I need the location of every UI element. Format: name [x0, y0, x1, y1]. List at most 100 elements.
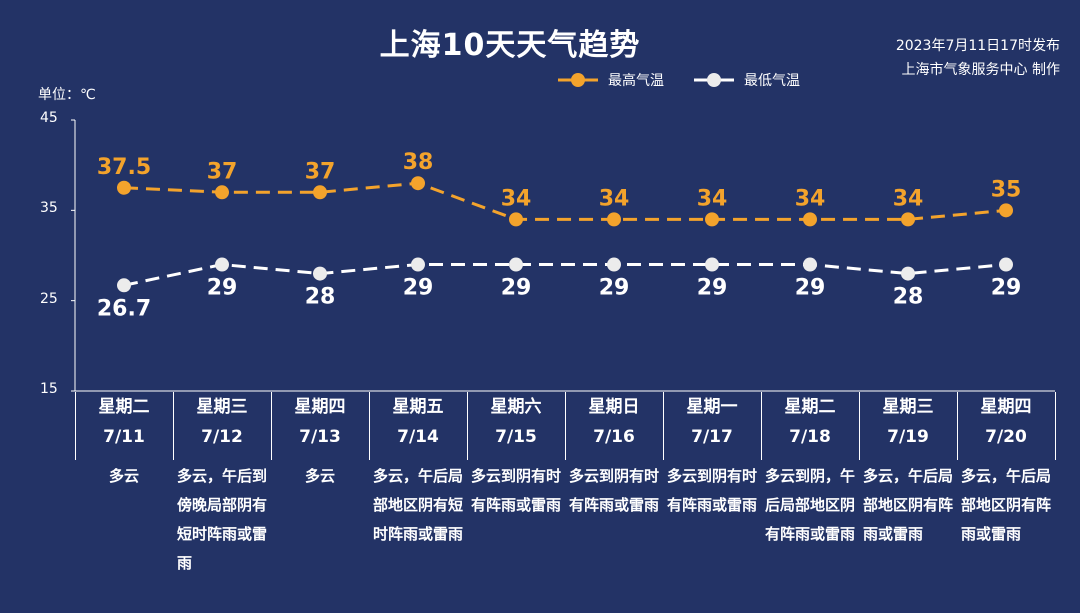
- weekday-label: 星期三: [196, 397, 248, 417]
- day-header: 星期三 7/12: [173, 392, 271, 452]
- series-layer: 37.5 37 37 38 34 34 34 34 34 35 26.7 29 28 29 29 29 29 29…: [97, 150, 1021, 321]
- date-label: 7/15: [495, 427, 537, 447]
- weekday-label: 星期日: [588, 397, 640, 417]
- column-divider: [369, 392, 370, 460]
- y-tick-label: 25: [40, 290, 58, 307]
- y-tick-label: 45: [40, 110, 58, 126]
- high-temp-point: [607, 212, 621, 227]
- high-temp-label: 38: [403, 150, 434, 175]
- low-temp-label: 29: [207, 276, 238, 301]
- weather-description: 多云到阴，午后局部地区阴有阵雨或雷雨: [765, 467, 856, 543]
- legend-low-swatch: [694, 73, 734, 87]
- high-temp-point: [411, 176, 425, 191]
- weather-description: 多云: [304, 467, 335, 485]
- publish-info: 2023年7月11日17时发布 上海市气象服务中心 制作: [896, 34, 1060, 82]
- high-temp-point: [999, 203, 1013, 218]
- date-label: 7/17: [691, 427, 733, 447]
- column-divider: [859, 392, 860, 460]
- low-temp-label: 29: [501, 276, 532, 301]
- column-divider: [761, 392, 762, 460]
- low-temp-label: 28: [893, 285, 924, 310]
- high-temp-label: 37: [207, 159, 238, 184]
- low-temp-point: [117, 278, 131, 293]
- column-divider: [663, 392, 664, 460]
- weekday-label: 星期一: [686, 397, 738, 417]
- weather-description: 多云，午后局部地区阴有短时阵雨或雷雨: [373, 467, 464, 543]
- weekday-label: 星期四: [980, 397, 1032, 417]
- y-tick-label: 35: [40, 200, 58, 217]
- low-temp-point: [803, 257, 817, 272]
- date-label: 7/19: [887, 427, 929, 447]
- date-label: 7/13: [299, 427, 341, 447]
- day-header: 星期日 7/16: [565, 392, 663, 452]
- high-temp-line: [123, 181, 1007, 221]
- low-temp-point: [215, 257, 229, 272]
- day-header: 星期二 7/18: [761, 392, 859, 452]
- day-header: 星期四 7/20: [957, 392, 1055, 452]
- low-temp-label: 26.7: [97, 296, 151, 321]
- y-tick-marks: [71, 119, 75, 392]
- low-temp-point: [509, 257, 523, 272]
- high-temp-point: [901, 212, 915, 227]
- publisher: 上海市气象服务中心 制作: [901, 62, 1060, 78]
- low-temp-label: 29: [599, 276, 630, 301]
- low-temp-label: 29: [403, 276, 434, 301]
- day-header: 星期六 7/15: [467, 392, 565, 452]
- y-tick-label: 15: [40, 381, 58, 397]
- day-header: 星期四 7/13: [271, 392, 369, 452]
- weather-description: 多云到阴有时有阵雨或雷雨: [667, 467, 758, 514]
- legend-item-low: 最低气温: [694, 70, 800, 90]
- high-temp-label: 34: [501, 186, 532, 211]
- high-temp-label: 37: [305, 159, 336, 184]
- weather-description: 多云: [108, 467, 139, 485]
- low-temp-label: 28: [305, 285, 336, 310]
- low-temp-point: [705, 257, 719, 272]
- low-temp-point: [607, 257, 621, 272]
- weather-description: 多云到阴有时有阵雨或雷雨: [471, 467, 562, 514]
- legend: 最高气温 最低气温: [558, 70, 830, 90]
- weekday-label: 星期六: [490, 397, 542, 417]
- high-temp-point: [705, 212, 719, 227]
- weekday-label: 星期三: [882, 397, 934, 417]
- high-temp-point: [803, 212, 817, 227]
- publish-time: 2023年7月11日17时发布: [895, 38, 1060, 54]
- date-label: 7/14: [397, 427, 439, 447]
- column-divider: [957, 392, 958, 460]
- column-divider: [565, 392, 566, 460]
- weather-description: 多云到阴有时有阵雨或雷雨: [569, 467, 660, 514]
- high-temp-label: 34: [795, 186, 826, 211]
- date-label: 7/16: [593, 427, 635, 447]
- legend-high-label: 最高气温: [608, 73, 664, 89]
- legend-item-high: 最高气温: [558, 70, 664, 90]
- high-temp-point: [509, 212, 523, 227]
- day-header: 星期五 7/14: [369, 392, 467, 452]
- column-divider: [75, 392, 76, 460]
- column-divider: [271, 392, 272, 460]
- day-header: 星期二 7/11: [75, 392, 173, 452]
- column-divider: [1055, 392, 1056, 460]
- weekday-label: 星期二: [784, 397, 836, 417]
- high-temp-label: 35: [991, 177, 1022, 202]
- weather-description: 多云，午后局部地区阴有阵雨或雷雨: [863, 467, 954, 543]
- chart-title: 上海10天天气趋势: [379, 28, 641, 63]
- low-temp-line: [123, 263, 1007, 287]
- high-temp-label: 34: [697, 186, 728, 211]
- column-divider: [467, 392, 468, 460]
- high-temp-point: [215, 185, 229, 200]
- date-label: 7/12: [201, 427, 243, 447]
- date-label: 7/11: [103, 427, 145, 447]
- high-temp-label: 34: [599, 186, 630, 211]
- day-header: 星期一 7/17: [663, 392, 761, 452]
- weather-description: 多云，午后到傍晚局部阴有短时阵雨或雷雨: [177, 467, 268, 572]
- low-temp-label: 29: [991, 276, 1022, 301]
- legend-low-label: 最低气温: [744, 73, 800, 89]
- low-temp-point: [313, 266, 327, 281]
- column-divider: [173, 392, 174, 460]
- high-temp-label: 37.5: [97, 155, 151, 180]
- high-temp-label: 34: [893, 186, 924, 211]
- low-temp-point: [411, 257, 425, 272]
- date-label: 7/18: [789, 427, 831, 447]
- low-temp-label: 29: [795, 276, 826, 301]
